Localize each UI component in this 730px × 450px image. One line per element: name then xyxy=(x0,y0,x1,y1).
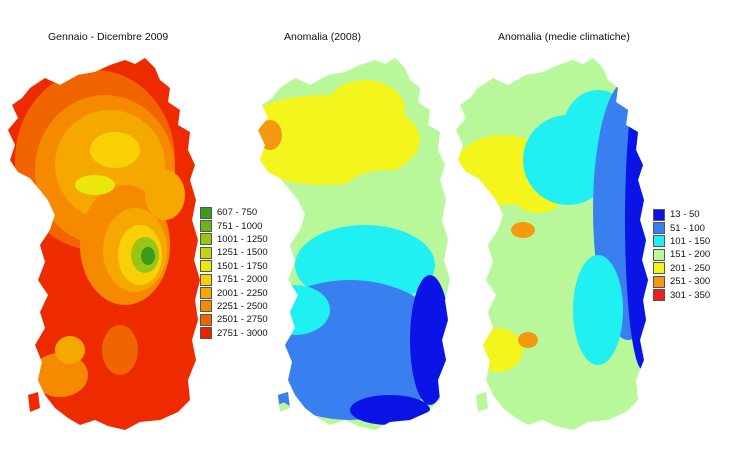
legend-label: 1501 - 1750 xyxy=(217,260,268,272)
legend-swatch xyxy=(653,222,665,235)
legend-label: 2751 - 3000 xyxy=(217,327,268,339)
legend-anomaly-item: 301 - 350 xyxy=(653,288,711,302)
legend-swatch xyxy=(653,235,665,248)
legend-label: 51 - 100 xyxy=(670,222,705,234)
legend-label: 2501 - 2750 xyxy=(217,314,268,326)
sardinia-map-anomaly-climate xyxy=(456,58,648,430)
legend-label: 13 - 50 xyxy=(670,209,700,221)
legend-label: 251 - 300 xyxy=(670,276,711,288)
legend-anomaly-item: 51 - 100 xyxy=(653,221,710,235)
legend-anomaly: 13 - 50 51 - 100 101 - 150 151 - 200 201 - 2… xyxy=(653,208,710,302)
legend-swatch xyxy=(653,262,665,275)
legend-swatch xyxy=(200,246,212,259)
legend-anomaly-item: 13 - 50 xyxy=(653,208,710,221)
legend-precipitation-item: 1501 - 1750 xyxy=(200,260,268,273)
legend-label: 1001 - 1250 xyxy=(217,233,268,245)
sardinia-map-precipitation xyxy=(8,58,200,430)
legend-label: 2251 - 2500 xyxy=(217,300,268,312)
legend-label: 2001 - 2250 xyxy=(217,287,268,299)
legend-swatch xyxy=(200,233,212,246)
legend-swatch xyxy=(200,313,212,326)
legend-precipitation-item: 1751 - 2000 xyxy=(200,273,268,286)
legend-swatch xyxy=(200,260,212,273)
legend-swatch xyxy=(200,206,212,219)
legend-swatch xyxy=(200,273,212,286)
legend-precipitation-item: 2251 - 2500 xyxy=(200,300,268,313)
legend-swatch xyxy=(653,275,665,288)
legend-precipitation-item: 1251 - 1500 xyxy=(200,246,268,259)
map-title-anomaly-2008: Anomalia (2008) xyxy=(284,31,362,43)
legend-precipitation-item: 1001 - 1250 xyxy=(200,233,268,246)
legend-label: 1751 - 2000 xyxy=(217,274,268,286)
legend-precipitation-item: 2751 - 3000 xyxy=(200,327,268,340)
legend-label: 201 - 250 xyxy=(670,262,711,274)
legend-label: 301 - 350 xyxy=(670,289,711,301)
legend-label: 751 - 1000 xyxy=(217,220,263,232)
sardinia-map-anomaly-2008 xyxy=(258,58,450,430)
map-title-anomaly-climate: Anomalia (medie climatiche) xyxy=(498,31,630,43)
legend-anomaly-item: 101 - 150 xyxy=(653,235,710,248)
legend-label: 151 - 200 xyxy=(670,249,711,261)
legend-swatch xyxy=(200,287,212,300)
legend-precipitation-item: 2501 - 2750 xyxy=(200,313,268,326)
legend-swatch xyxy=(653,208,665,221)
precipitation-zones xyxy=(15,70,185,397)
legend-swatch xyxy=(653,248,665,261)
legend-precipitation-item: 751 - 1000 xyxy=(200,219,268,233)
legend-label: 1251 - 1500 xyxy=(217,247,268,259)
legend-swatch xyxy=(653,289,665,302)
legend-label: 607 - 750 xyxy=(217,207,258,219)
legend-swatch xyxy=(200,300,212,313)
legend-swatch xyxy=(200,220,212,233)
legend-label: 101 - 150 xyxy=(670,235,711,247)
legend-precipitation-item: 607 - 750 xyxy=(200,206,268,219)
map-title-precipitation: Gennaio - Dicembre 2009 xyxy=(48,31,169,43)
legend-precipitation: 607 - 750 751 - 1000 1001 - 1250 1251 - 150… xyxy=(200,206,268,340)
legend-swatch xyxy=(200,327,212,340)
legend-anomaly-item: 151 - 200 xyxy=(653,248,710,261)
legend-precipitation-item: 2001 - 2250 xyxy=(200,286,268,300)
legend-anomaly-item: 201 - 250 xyxy=(653,262,710,275)
legend-anomaly-item: 251 - 300 xyxy=(653,275,710,288)
